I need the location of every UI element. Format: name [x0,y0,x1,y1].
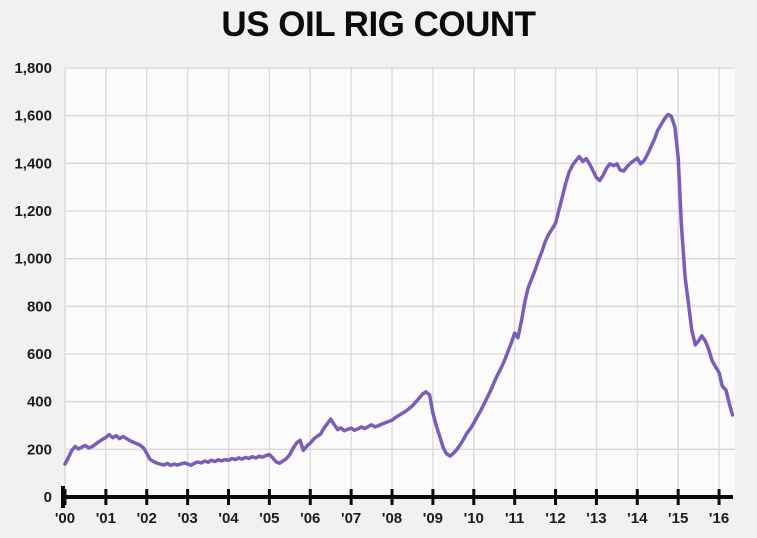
y-tick-label: 0 [44,489,52,506]
x-tick-label: '10 [464,510,484,527]
x-tick-label: '14 [627,510,648,527]
rig-count-series-line [63,112,735,468]
x-axis-tick [717,489,721,505]
x-axis-tick [267,489,271,505]
x-axis-tick [186,489,190,505]
x-tick-label: '02 [137,510,157,527]
y-tick-label: 200 [27,441,52,458]
y-tick-label: 800 [27,298,52,315]
x-axis-tick [390,489,394,505]
x-axis-tick [513,489,517,505]
x-axis-tick [145,489,149,505]
chart-title: US OIL RIG COUNT [221,5,536,44]
y-tick-label: 1,400 [14,155,52,172]
x-tick-label: '04 [218,510,239,527]
x-tick-label: '03 [178,510,198,527]
x-axis-tick [227,489,231,505]
x-tick-label: '16 [709,510,729,527]
x-tick-label: '06 [300,510,320,527]
x-tick-label: '09 [423,510,443,527]
x-axis-tick [349,489,353,505]
x-axis-tick [472,489,476,505]
y-tick-label: 1,600 [14,108,52,125]
plot-area [65,68,735,497]
x-axis-tick [104,489,108,505]
y-tick-label: 1,200 [14,203,52,220]
x-axis-endcap [61,486,65,508]
y-tick-label: 400 [27,394,52,411]
x-axis-tick [676,489,680,505]
x-tick-label: '05 [259,510,279,527]
x-tick-label: '08 [382,510,402,527]
x-tick-label: '11 [505,510,524,527]
x-tick-label: '00 [55,510,75,527]
x-axis-tick [431,489,435,505]
x-tick-label: '12 [545,510,565,527]
x-tick-label: '01 [96,510,116,527]
x-axis-line [63,495,733,499]
y-tick-label: 1,800 [14,60,52,77]
x-axis-tick [594,489,598,505]
y-tick-label: 1,000 [14,251,52,268]
x-tick-label: '13 [586,510,606,527]
x-axis-tick [554,489,558,505]
x-axis-tick [635,489,639,505]
x-axis-tick [308,489,312,505]
y-tick-label: 600 [27,346,52,363]
x-tick-label: '15 [668,510,688,527]
x-tick-label: '07 [341,510,361,527]
